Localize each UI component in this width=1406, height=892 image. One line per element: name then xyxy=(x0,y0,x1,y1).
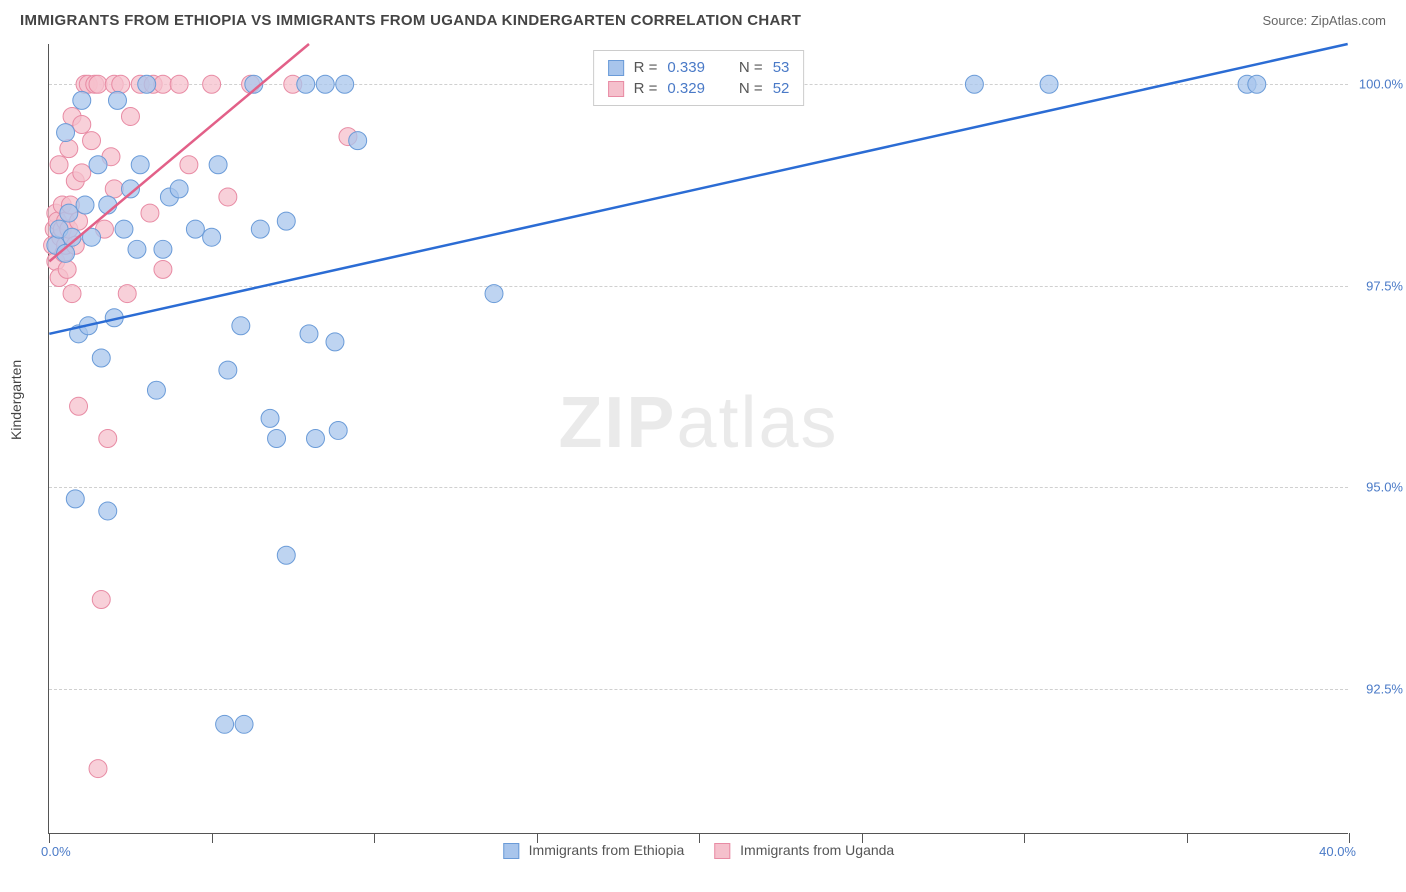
point-ethiopia xyxy=(1040,75,1058,93)
legend-item-ethiopia: Immigrants from Ethiopia xyxy=(503,842,685,859)
point-uganda xyxy=(58,260,76,278)
point-ethiopia xyxy=(57,124,75,142)
chart-title: IMMIGRANTS FROM ETHIOPIA VS IMMIGRANTS F… xyxy=(20,12,801,29)
point-ethiopia xyxy=(115,220,133,238)
stat-R-label: R = xyxy=(634,59,658,76)
stats-box: R = 0.339 N = 53 R = 0.329 N = 52 xyxy=(593,50,805,106)
point-ethiopia xyxy=(60,204,78,222)
x-axis-max-label: 40.0% xyxy=(1319,844,1356,859)
chart-container: 92.5%95.0%97.5%100.0% ZIPatlas R = 0.339… xyxy=(48,44,1348,834)
point-ethiopia xyxy=(268,430,286,448)
point-ethiopia xyxy=(147,381,165,399)
point-ethiopia xyxy=(261,409,279,427)
point-ethiopia xyxy=(170,180,188,198)
stat-N-label: N = xyxy=(739,80,763,97)
point-ethiopia xyxy=(329,421,347,439)
point-ethiopia xyxy=(336,75,354,93)
point-ethiopia xyxy=(277,546,295,564)
point-ethiopia xyxy=(138,75,156,93)
point-ethiopia xyxy=(219,361,237,379)
point-ethiopia xyxy=(232,317,250,335)
point-uganda xyxy=(50,156,68,174)
stat-R-uga: 0.329 xyxy=(667,80,705,97)
y-tick-label: 95.0% xyxy=(1353,480,1403,495)
point-ethiopia xyxy=(89,156,107,174)
point-ethiopia xyxy=(209,156,227,174)
point-uganda xyxy=(73,164,91,182)
stat-R-eth: 0.339 xyxy=(667,59,705,76)
legend-swatch-ethiopia xyxy=(503,843,519,859)
point-ethiopia xyxy=(203,228,221,246)
point-uganda xyxy=(121,107,139,125)
point-uganda xyxy=(60,140,78,158)
point-uganda xyxy=(154,75,172,93)
stat-R-label: R = xyxy=(634,80,658,97)
point-ethiopia xyxy=(349,132,367,150)
point-ethiopia xyxy=(251,220,269,238)
point-uganda xyxy=(170,75,188,93)
point-uganda xyxy=(89,75,107,93)
point-uganda xyxy=(118,285,136,303)
x-axis-min-label: 0.0% xyxy=(41,844,71,859)
point-ethiopia xyxy=(235,715,253,733)
y-tick-label: 92.5% xyxy=(1353,681,1403,696)
point-ethiopia xyxy=(326,333,344,351)
point-uganda xyxy=(112,75,130,93)
point-uganda xyxy=(219,188,237,206)
legend-label-ethiopia: Immigrants from Ethiopia xyxy=(529,842,685,858)
point-ethiopia xyxy=(99,502,117,520)
swatch-uganda xyxy=(608,81,624,97)
stat-N-uga: 52 xyxy=(773,80,790,97)
point-ethiopia xyxy=(154,240,172,258)
point-ethiopia xyxy=(216,715,234,733)
point-ethiopia xyxy=(128,240,146,258)
point-uganda xyxy=(141,204,159,222)
point-uganda xyxy=(92,591,110,609)
stat-N-eth: 53 xyxy=(773,59,790,76)
point-uganda xyxy=(73,116,91,134)
point-ethiopia xyxy=(485,285,503,303)
legend-bottom: Immigrants from Ethiopia Immigrants from… xyxy=(503,842,894,859)
title-bar: IMMIGRANTS FROM ETHIOPIA VS IMMIGRANTS F… xyxy=(0,0,1406,37)
legend-swatch-uganda xyxy=(714,843,730,859)
point-ethiopia xyxy=(131,156,149,174)
point-ethiopia xyxy=(300,325,318,343)
point-ethiopia xyxy=(965,75,983,93)
point-uganda xyxy=(154,260,172,278)
legend-label-uganda: Immigrants from Uganda xyxy=(740,842,894,858)
scatter-plot xyxy=(49,44,1348,833)
point-ethiopia xyxy=(316,75,334,93)
point-ethiopia xyxy=(277,212,295,230)
plot-area: 92.5%95.0%97.5%100.0% ZIPatlas R = 0.339… xyxy=(48,44,1348,834)
point-uganda xyxy=(180,156,198,174)
swatch-ethiopia xyxy=(608,60,624,76)
stats-row-uganda: R = 0.329 N = 52 xyxy=(608,78,790,99)
point-uganda xyxy=(83,132,101,150)
point-ethiopia xyxy=(76,196,94,214)
point-ethiopia xyxy=(73,91,91,109)
y-axis-label: Kindergarten xyxy=(8,360,24,440)
stat-N-label: N = xyxy=(739,59,763,76)
point-ethiopia xyxy=(297,75,315,93)
point-uganda xyxy=(89,760,107,778)
source-label: Source: ZipAtlas.com xyxy=(1262,13,1386,28)
point-uganda xyxy=(63,285,81,303)
legend-item-uganda: Immigrants from Uganda xyxy=(714,842,894,859)
point-uganda xyxy=(70,397,88,415)
point-ethiopia xyxy=(66,490,84,508)
point-ethiopia xyxy=(186,220,204,238)
point-uganda xyxy=(105,180,123,198)
point-uganda xyxy=(203,75,221,93)
y-tick-label: 100.0% xyxy=(1353,77,1403,92)
point-uganda xyxy=(99,430,117,448)
point-ethiopia xyxy=(1248,75,1266,93)
point-ethiopia xyxy=(92,349,110,367)
stats-row-ethiopia: R = 0.339 N = 53 xyxy=(608,57,790,78)
y-tick-label: 97.5% xyxy=(1353,278,1403,293)
point-ethiopia xyxy=(108,91,126,109)
point-ethiopia xyxy=(306,430,324,448)
